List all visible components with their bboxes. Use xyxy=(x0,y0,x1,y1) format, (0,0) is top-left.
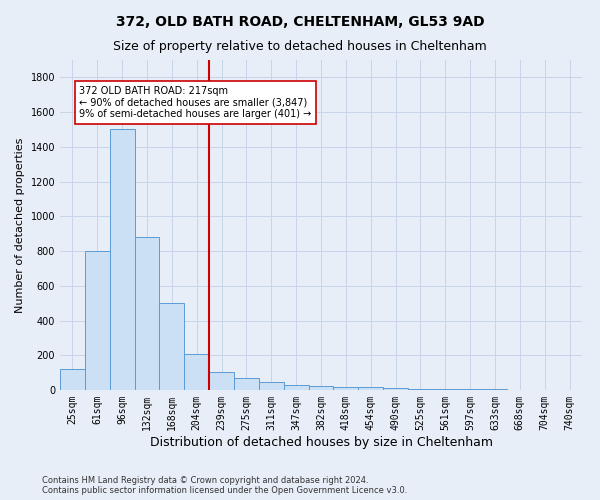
Y-axis label: Number of detached properties: Number of detached properties xyxy=(15,138,25,312)
Bar xyxy=(110,130,134,390)
Bar xyxy=(184,354,209,390)
Bar xyxy=(60,369,85,390)
Bar xyxy=(308,386,334,390)
Bar xyxy=(358,388,383,390)
Bar xyxy=(259,382,284,390)
X-axis label: Distribution of detached houses by size in Cheltenham: Distribution of detached houses by size … xyxy=(149,436,493,448)
Bar xyxy=(284,385,308,390)
Bar xyxy=(209,372,234,390)
Bar xyxy=(383,388,408,390)
Text: Size of property relative to detached houses in Cheltenham: Size of property relative to detached ho… xyxy=(113,40,487,53)
Bar xyxy=(408,388,433,390)
Bar xyxy=(433,389,458,390)
Bar xyxy=(334,386,358,390)
Text: 372, OLD BATH ROAD, CHELTENHAM, GL53 9AD: 372, OLD BATH ROAD, CHELTENHAM, GL53 9AD xyxy=(116,15,484,29)
Text: Contains HM Land Registry data © Crown copyright and database right 2024.
Contai: Contains HM Land Registry data © Crown c… xyxy=(42,476,407,495)
Bar xyxy=(134,237,160,390)
Bar xyxy=(160,303,184,390)
Bar xyxy=(234,378,259,390)
Bar xyxy=(85,251,110,390)
Text: 372 OLD BATH ROAD: 217sqm
← 90% of detached houses are smaller (3,847)
9% of sem: 372 OLD BATH ROAD: 217sqm ← 90% of detac… xyxy=(79,86,311,120)
